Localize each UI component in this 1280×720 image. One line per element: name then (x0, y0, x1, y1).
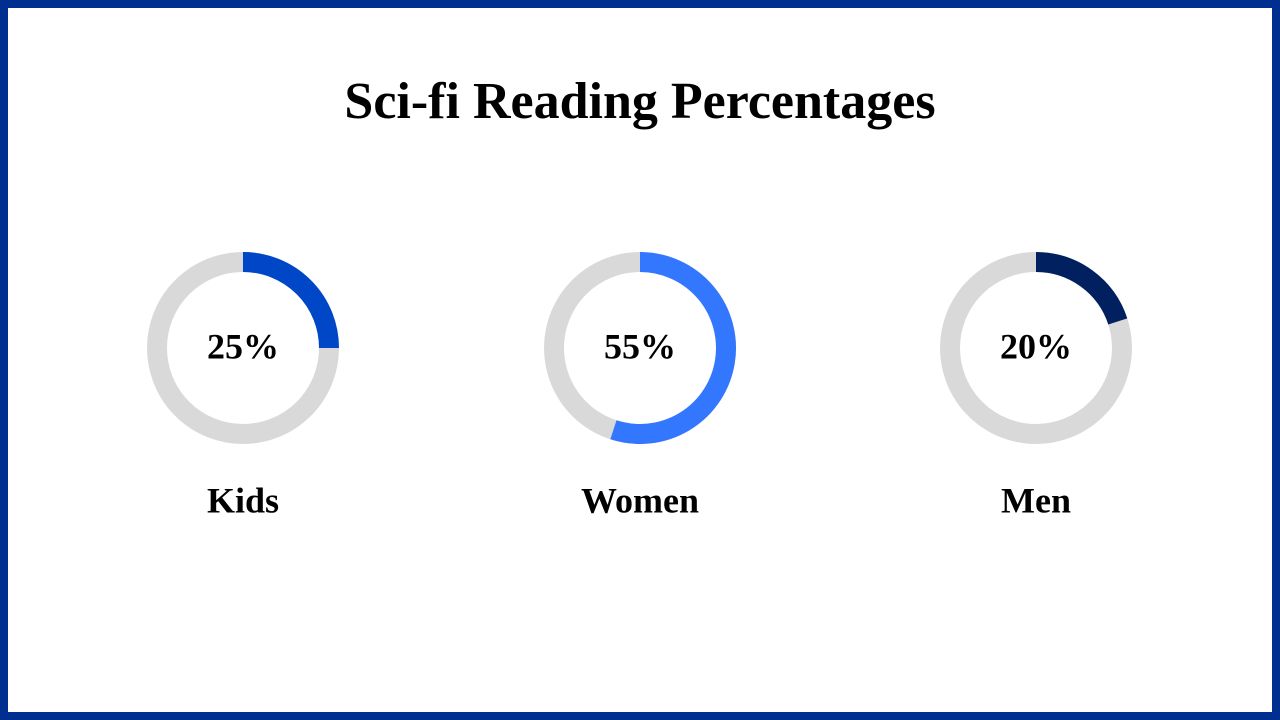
donut-label: Women (581, 480, 699, 520)
donut-label: Kids (207, 480, 279, 520)
slide-title: Sci-fi Reading Percentages (344, 73, 935, 130)
donut-value-label: 25% (207, 326, 279, 366)
donut-arc (1035, 252, 1128, 325)
donut-value-label: 55% (604, 326, 676, 366)
donut-label: Men (1001, 480, 1071, 520)
donut-value-label: 20% (1000, 326, 1072, 366)
donut-arc (242, 252, 339, 349)
donut-arc (610, 252, 736, 444)
